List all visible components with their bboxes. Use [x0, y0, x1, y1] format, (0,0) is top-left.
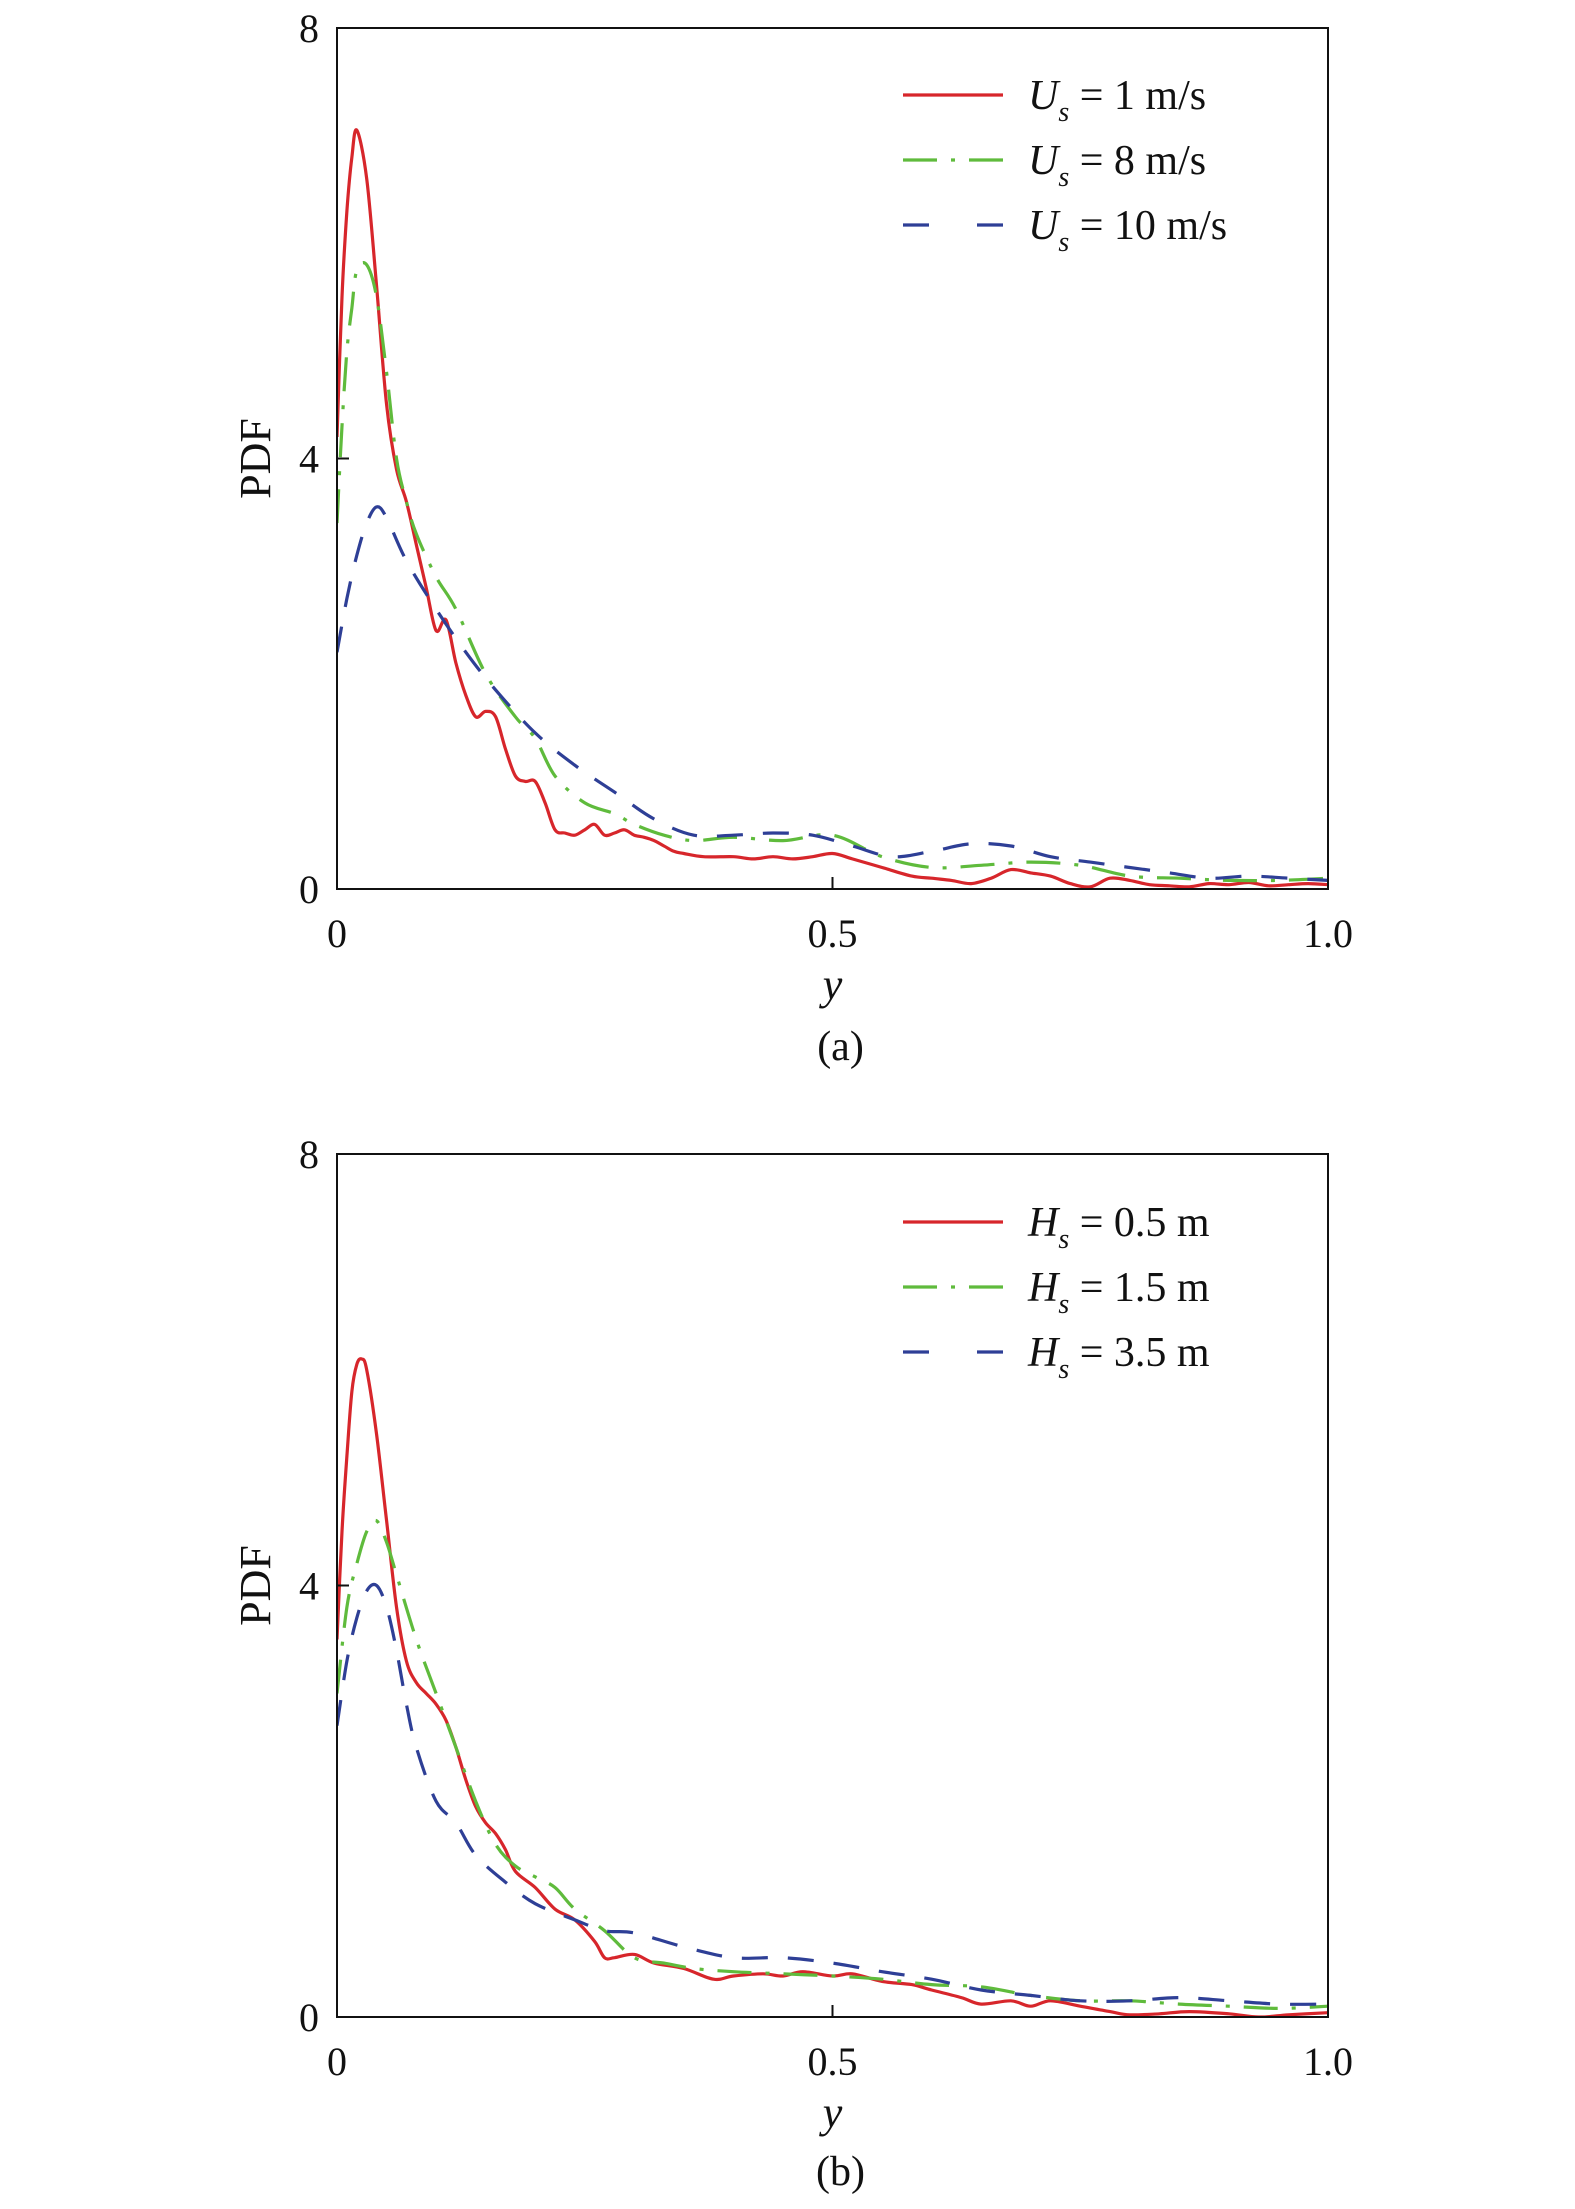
y-tick-label: 4	[299, 1564, 319, 1609]
x-tick-label: 0.5	[808, 911, 858, 956]
y-tick-label: 0	[299, 1995, 319, 2040]
series-line-2	[337, 1582, 1328, 2006]
x-tick-label: 0.5	[808, 2039, 858, 2084]
x-axis-label: y	[819, 960, 843, 1009]
legend-entry-2: Us = 10 m/s	[1028, 203, 1227, 258]
x-tick-label: 1.0	[1303, 911, 1353, 956]
legend-entry-1: Hs = 1.5 m	[1027, 1265, 1210, 1320]
series-line-2	[337, 505, 1328, 882]
y-tick-label: 8	[299, 1132, 319, 1177]
legend-entry-2: Hs = 3.5 m	[1027, 1330, 1210, 1385]
plot-area	[337, 128, 1328, 889]
plot-area	[337, 1357, 1328, 2017]
y-tick-label: 8	[299, 6, 319, 51]
y-tick-label: 4	[299, 437, 319, 482]
legend-entry-0: Hs = 0.5 m	[1027, 1200, 1210, 1255]
x-tick-label: 1.0	[1303, 2039, 1353, 2084]
panel-caption: (b)	[816, 2149, 865, 2195]
y-axis-label: PDF	[231, 1545, 280, 1626]
legend-entry-1: Us = 8 m/s	[1028, 138, 1206, 193]
legend: Us = 1 m/s Us = 8 m/s Us = 10 m/s	[903, 73, 1227, 258]
y-tick-label: 0	[299, 867, 319, 912]
x-tick-label: 0	[327, 911, 347, 956]
series-line-0	[337, 128, 1328, 889]
x-axis-label: y	[819, 2088, 843, 2137]
series-line-0	[337, 1357, 1328, 2017]
series-line-1	[337, 261, 1328, 883]
series-line-1	[337, 1518, 1328, 2010]
legend: Hs = 0.5 m Hs = 1.5 m Hs = 3.5 m	[903, 1200, 1210, 1385]
panel-caption: (a)	[817, 1024, 864, 1070]
y-axis-label: PDF	[231, 418, 280, 499]
legend-entry-0: Us = 1 m/s	[1028, 73, 1206, 128]
x-tick-label: 0	[327, 2039, 347, 2084]
